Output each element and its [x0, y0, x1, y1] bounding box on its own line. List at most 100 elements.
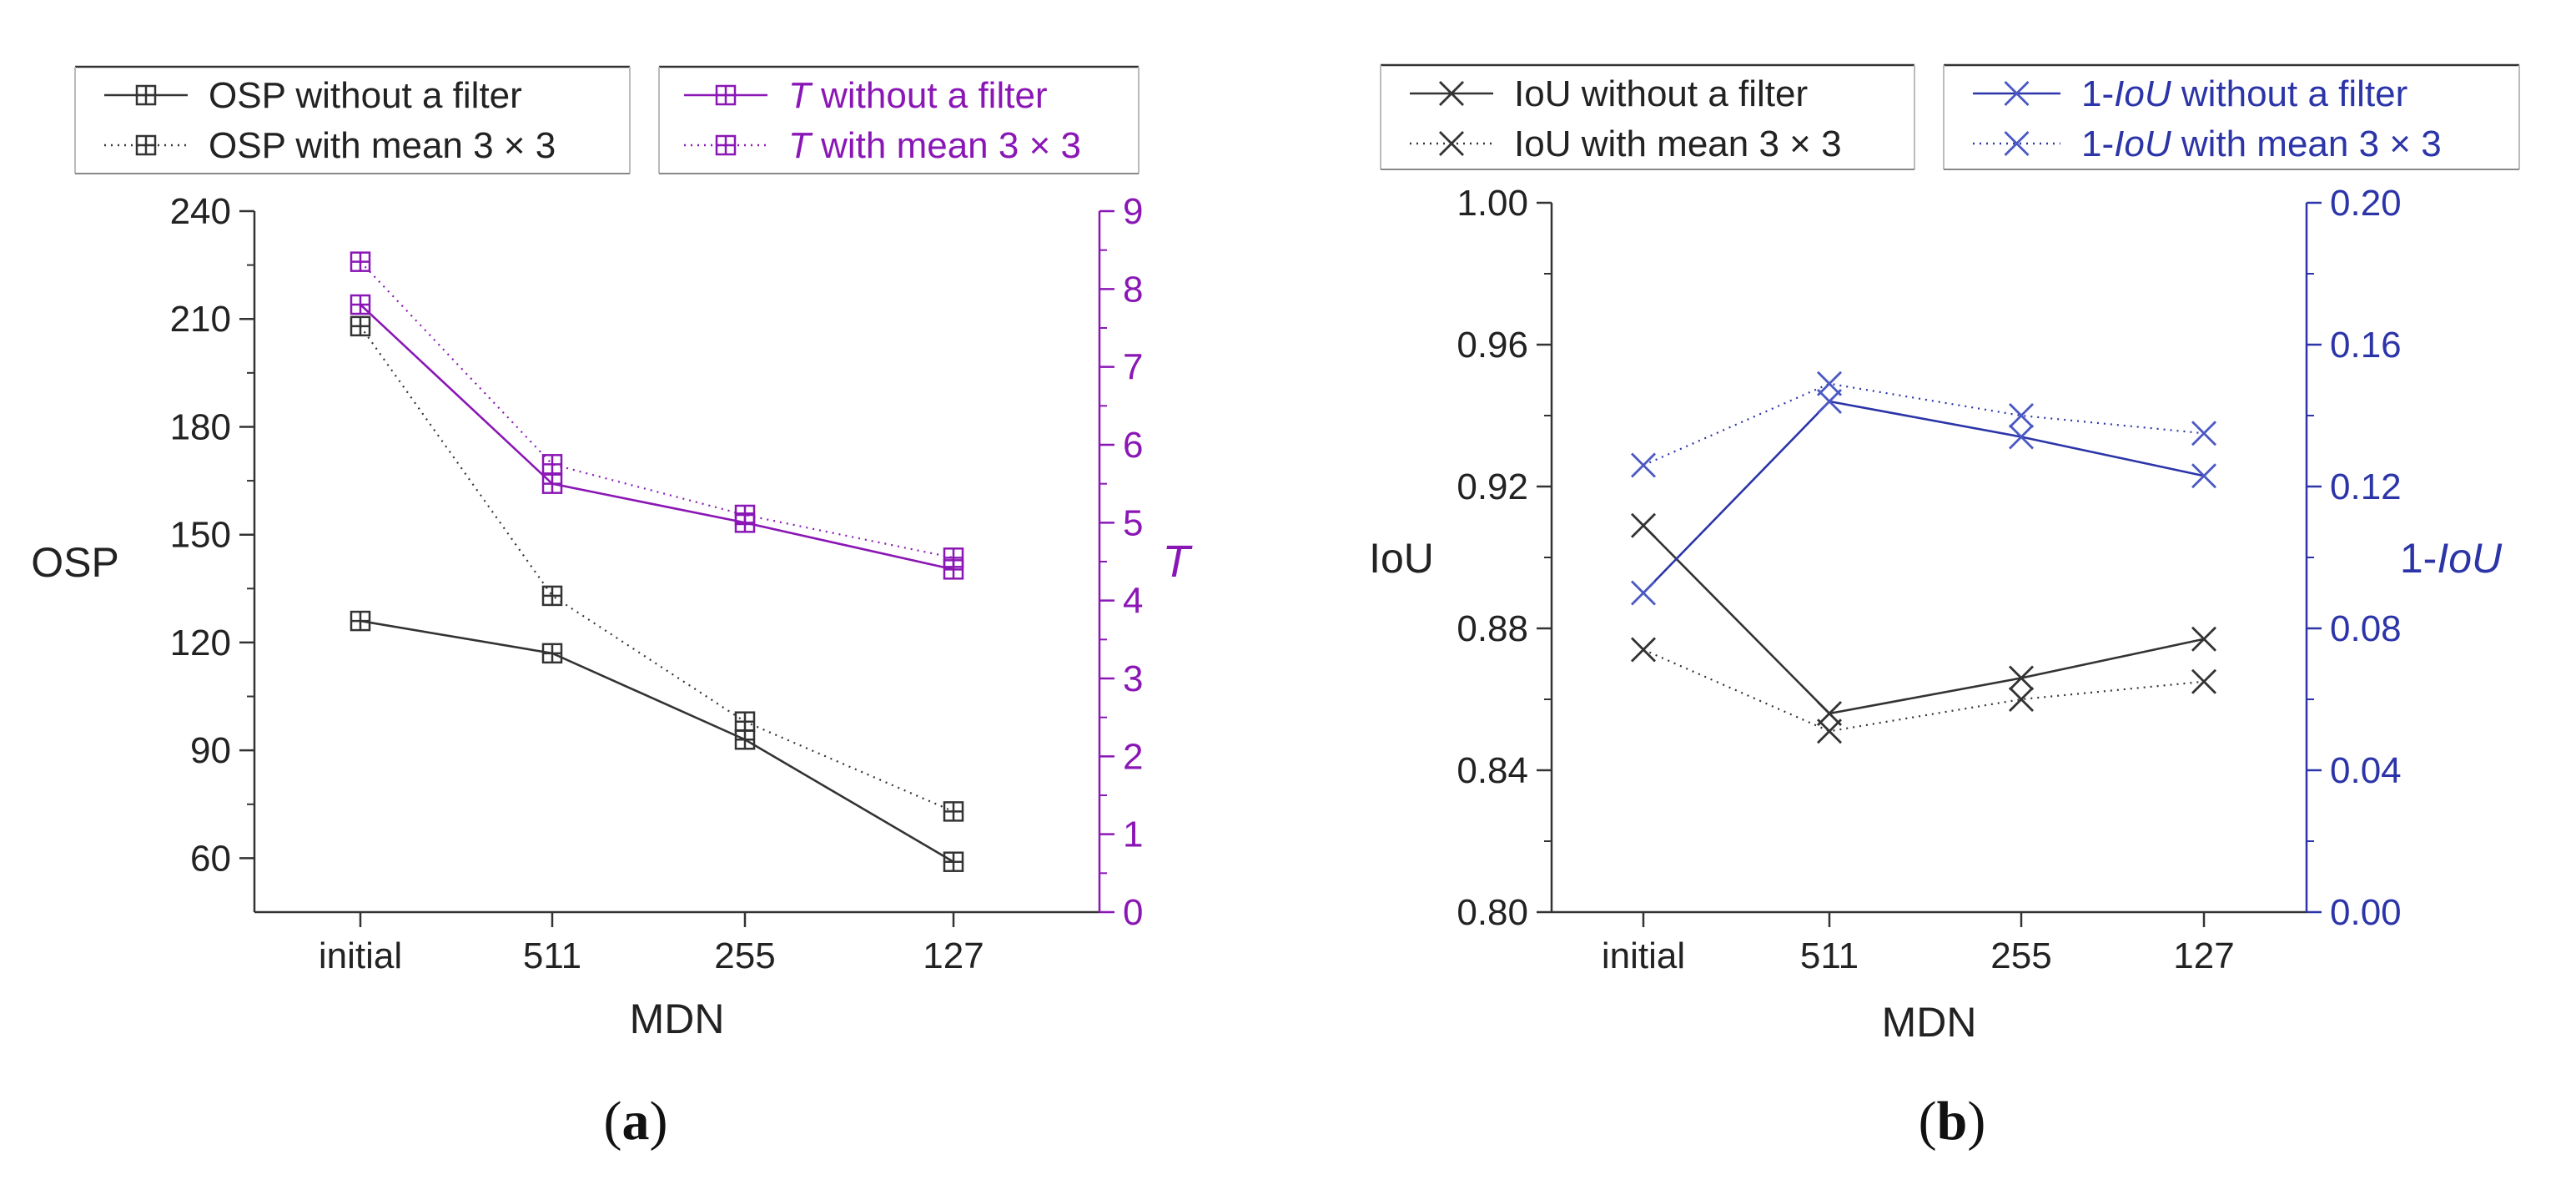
- data-point: [2009, 424, 2034, 450]
- legend-right: T without a filter T with mean 3 × 3: [658, 65, 1140, 174]
- data-point: [350, 610, 371, 632]
- legend-left: IoU without a filter IoU with mean 3 × 3: [1380, 63, 1915, 170]
- y-right-tick-label: 1: [1123, 814, 1143, 855]
- legend-sample-marker: [1439, 131, 1464, 156]
- y-right-tick-label: 8: [1123, 269, 1143, 310]
- data-point: [541, 454, 563, 475]
- data-point-d2: [1631, 452, 1656, 478]
- data-point: [1631, 452, 1656, 478]
- y-right-tick-label: 0.16: [2330, 325, 2402, 366]
- panel-caption: (a): [604, 1091, 668, 1152]
- y-right-tick-label: 5: [1123, 502, 1143, 543]
- legend-sample-marker-d2: [2004, 81, 2030, 106]
- x-tick-label: 127: [923, 935, 984, 976]
- data-point: [350, 251, 371, 272]
- x-tick-label: 511: [1800, 935, 1859, 976]
- data-point: [541, 643, 563, 664]
- y-right-tick-label: 9: [1123, 191, 1143, 232]
- y-right-tick-label: 4: [1123, 581, 1143, 622]
- data-point: [943, 801, 964, 822]
- series-line-3: [360, 260, 954, 559]
- data-point-d2: [2009, 665, 2034, 691]
- legend-sample-marker-d2: [1439, 81, 1464, 106]
- y-right-tick-label: 0.20: [2330, 183, 2402, 224]
- data-point: [1817, 389, 1842, 414]
- legend-item-2-label-suffix: OSP with mean 3 × 3: [209, 125, 556, 166]
- data-point-d2: [1631, 512, 1656, 538]
- y-left-tick-label: 0.96: [1457, 325, 1528, 366]
- y-left-tick-label: 60: [190, 838, 231, 879]
- data-point-d2: [2191, 463, 2216, 489]
- data-point: [1817, 719, 1842, 744]
- y-left-tick-label: 90: [190, 730, 231, 771]
- caption-close: ): [1967, 1091, 1985, 1152]
- y-right-axis-label-prefix: 1-: [2400, 535, 2437, 582]
- panel-a-chart: 60 90 120 150 180 210 240 0 1 2 3 4 5 6 7 8 9 initial 511 2…: [31, 65, 1194, 1152]
- data-point: [2191, 668, 2216, 694]
- legend-item-2-label-prefix: 1-: [2081, 124, 2114, 164]
- y-left-tick-label: 0.80: [1457, 892, 1528, 933]
- panel-b-chart: 0.80 0.84 0.88 0.92 0.96 1.00 0.00 0.04 0.08 0.12…: [1369, 63, 2520, 1152]
- caption-open: (: [604, 1091, 622, 1152]
- y-left-tick-label: 1.00: [1457, 183, 1528, 224]
- y-left-tick-label: 210: [170, 299, 231, 340]
- series-line-2: [1643, 400, 2205, 594]
- legend-sample-marker: [135, 84, 157, 106]
- x-axis-label: MDN: [630, 996, 725, 1042]
- legend-item-1-label: OSP without a filter: [209, 75, 522, 116]
- legend-item-2-label: IoU with mean 3 × 3: [1514, 124, 1842, 164]
- data-point: [1631, 637, 1656, 663]
- legend-item-1-label-suffix: without a filter: [811, 75, 1048, 116]
- data-point-d2: [2191, 626, 2216, 652]
- y-left-tick-label: 120: [170, 623, 231, 663]
- data-point: [734, 504, 756, 526]
- legend-item-1-label-suffix: IoU without a filter: [1514, 73, 1808, 114]
- legend-sample-marker: [2004, 81, 2030, 106]
- caption-open: (: [1919, 1091, 1937, 1152]
- series-line-0: [1643, 524, 2205, 715]
- y-left-tick-label: 240: [170, 191, 231, 232]
- legend-item-2-label: T with mean 3 × 3: [788, 125, 1081, 166]
- legend-item-2-label: OSP with mean 3 × 3: [209, 125, 556, 166]
- y-left-tick-label: 0.92: [1457, 466, 1528, 507]
- data-point: [350, 315, 371, 337]
- data-point: [1631, 580, 1656, 606]
- y-left-axis-label: IoU: [1369, 535, 1434, 582]
- series-line-1: [360, 325, 954, 813]
- y-right-tick-label: 2: [1123, 736, 1143, 777]
- data-point: [734, 711, 756, 732]
- x-tick-label: 127: [2173, 935, 2234, 976]
- caption-letter: b: [1937, 1091, 1968, 1152]
- legend-left: OSP without a filter OSP with mean 3 × 3: [74, 65, 631, 174]
- series-line-0: [360, 619, 954, 863]
- data-point-d2: [1631, 637, 1656, 663]
- y-left-axis-label: OSP: [31, 539, 119, 586]
- legend-item-1-label: IoU without a filter: [1514, 73, 1808, 114]
- y-left-tick-label: 150: [170, 515, 231, 556]
- data-point: [2009, 403, 2034, 428]
- legend-sample-marker-d2: [1439, 131, 1464, 156]
- data-point-d2: [2009, 424, 2034, 450]
- x-tick-label: 511: [523, 935, 581, 976]
- legend-item-2-label-italic: T: [788, 125, 813, 166]
- data-point-d2: [2191, 668, 2216, 694]
- legend-sample-marker: [2004, 131, 2030, 156]
- legend-item-2-label-suffix: with mean 3 × 3: [2171, 124, 2442, 164]
- data-point-d2: [1817, 719, 1842, 744]
- legend-item-1-label-italic: T: [788, 75, 813, 116]
- y-right-axis-label-italic: IoU: [2437, 535, 2503, 582]
- x-tick-label: 255: [1990, 935, 2051, 976]
- data-point-d2: [1631, 580, 1656, 606]
- data-point: [734, 729, 756, 750]
- y-right-tick-label: 3: [1123, 658, 1143, 699]
- data-point: [541, 473, 563, 494]
- data-point: [2191, 626, 2216, 652]
- data-point: [2191, 463, 2216, 489]
- legend-sample-marker: [1439, 81, 1464, 106]
- caption-letter: a: [622, 1091, 650, 1152]
- y-right-tick-label: 0.12: [2330, 466, 2402, 507]
- y-right-tick-label: 7: [1123, 347, 1143, 388]
- y-right-axis-label: 1-IoU: [2400, 535, 2503, 582]
- data-point: [541, 585, 563, 607]
